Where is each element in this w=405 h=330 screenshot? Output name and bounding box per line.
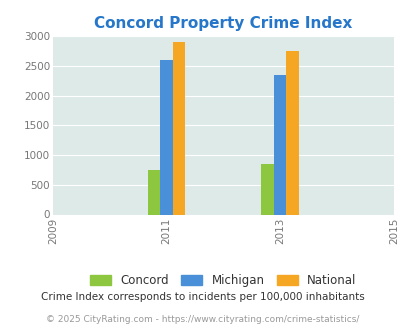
Bar <box>160 60 172 214</box>
Bar <box>261 164 273 214</box>
Bar <box>147 170 160 215</box>
Bar <box>273 75 286 214</box>
Bar <box>286 51 298 214</box>
Text: Crime Index corresponds to incidents per 100,000 inhabitants: Crime Index corresponds to incidents per… <box>41 292 364 302</box>
Legend: Concord, Michigan, National: Concord, Michigan, National <box>90 274 356 287</box>
Title: Concord Property Crime Index: Concord Property Crime Index <box>94 16 352 31</box>
Bar <box>172 42 185 215</box>
Text: © 2025 CityRating.com - https://www.cityrating.com/crime-statistics/: © 2025 CityRating.com - https://www.city… <box>46 315 359 324</box>
